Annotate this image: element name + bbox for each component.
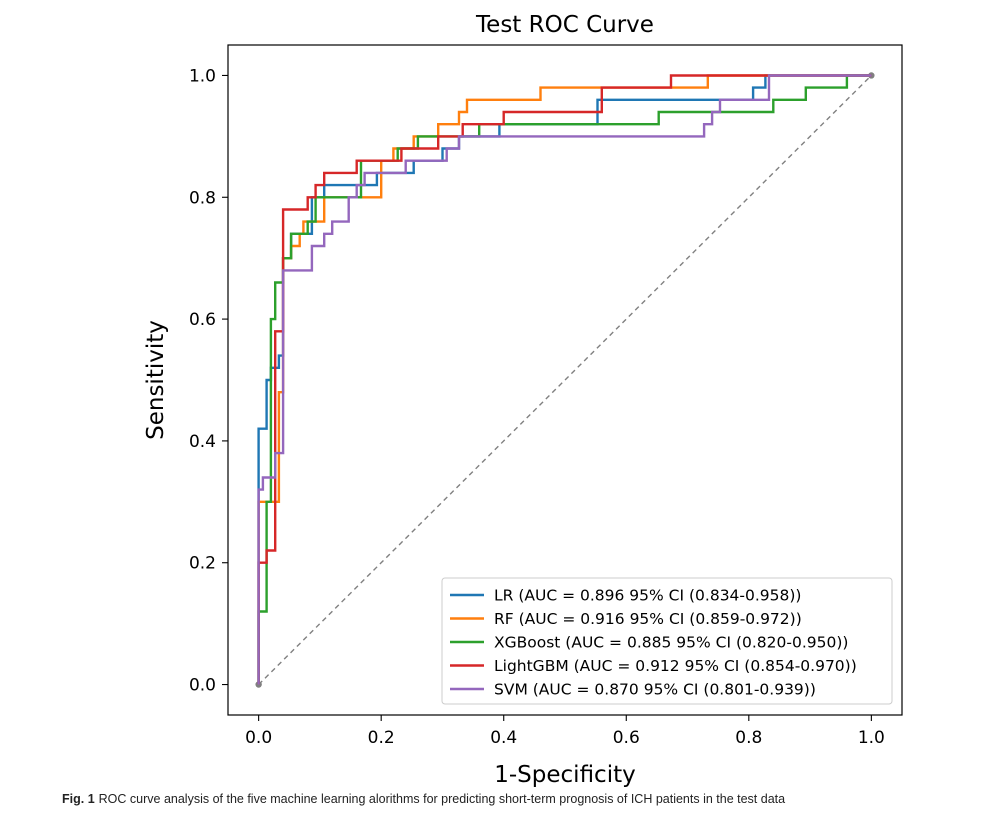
caption-label: Fig. 1 bbox=[62, 792, 95, 806]
x-tick-label: 0.0 bbox=[245, 728, 272, 748]
chart-title: Test ROC Curve bbox=[475, 12, 654, 38]
x-tick-label: 1.0 bbox=[858, 728, 885, 748]
y-tick-label: 0.4 bbox=[189, 432, 216, 452]
series-line-3 bbox=[257, 74, 872, 685]
chance-endpoint-marker bbox=[255, 681, 262, 688]
legend-label: SVM (AUC = 0.870 95% CI (0.801-0.939)) bbox=[494, 681, 816, 699]
x-tick-label: 0.8 bbox=[735, 728, 762, 748]
series-line-2 bbox=[257, 74, 872, 685]
x-tick-label: 0.6 bbox=[613, 728, 640, 748]
roc-chart: Test ROC Curve 0.0 0.2 0.4 0.6 0.8 1.0 0.0 0.2… bbox=[143, 12, 903, 788]
legend-label: LR (AUC = 0.896 95% CI (0.834-0.958)) bbox=[494, 587, 801, 605]
x-tick-label: 0.4 bbox=[490, 728, 517, 748]
x-tick-label: 0.2 bbox=[368, 728, 395, 748]
y-tick-label: 1.0 bbox=[189, 66, 216, 86]
series-line-4 bbox=[257, 74, 872, 685]
legend: LR (AUC = 0.896 95% CI (0.834-0.958)) RF … bbox=[441, 577, 893, 705]
caption-text: ROC curve analysis of the five machine l… bbox=[98, 792, 786, 806]
x-axis-label: 1-Specificity bbox=[494, 762, 635, 788]
legend-label: LightGBM (AUC = 0.912 95% CI (0.854-0.97… bbox=[494, 657, 857, 675]
y-axis-label: Sensitivity bbox=[143, 320, 169, 440]
y-tick-label: 0.0 bbox=[189, 676, 216, 696]
legend-label: RF (AUC = 0.916 95% CI (0.859-0.972)) bbox=[494, 610, 802, 628]
y-tick-label: 0.2 bbox=[189, 554, 216, 574]
figure-caption: Fig. 1 ROC curve analysis of the five mac… bbox=[62, 792, 785, 806]
y-tick-label: 0.8 bbox=[189, 188, 216, 208]
legend-box bbox=[441, 577, 893, 705]
plot-frame bbox=[227, 44, 903, 716]
legend-label: XGBoost (AUC = 0.885 95% CI (0.820-0.950… bbox=[494, 634, 848, 652]
y-tick-label: 0.6 bbox=[189, 310, 216, 330]
